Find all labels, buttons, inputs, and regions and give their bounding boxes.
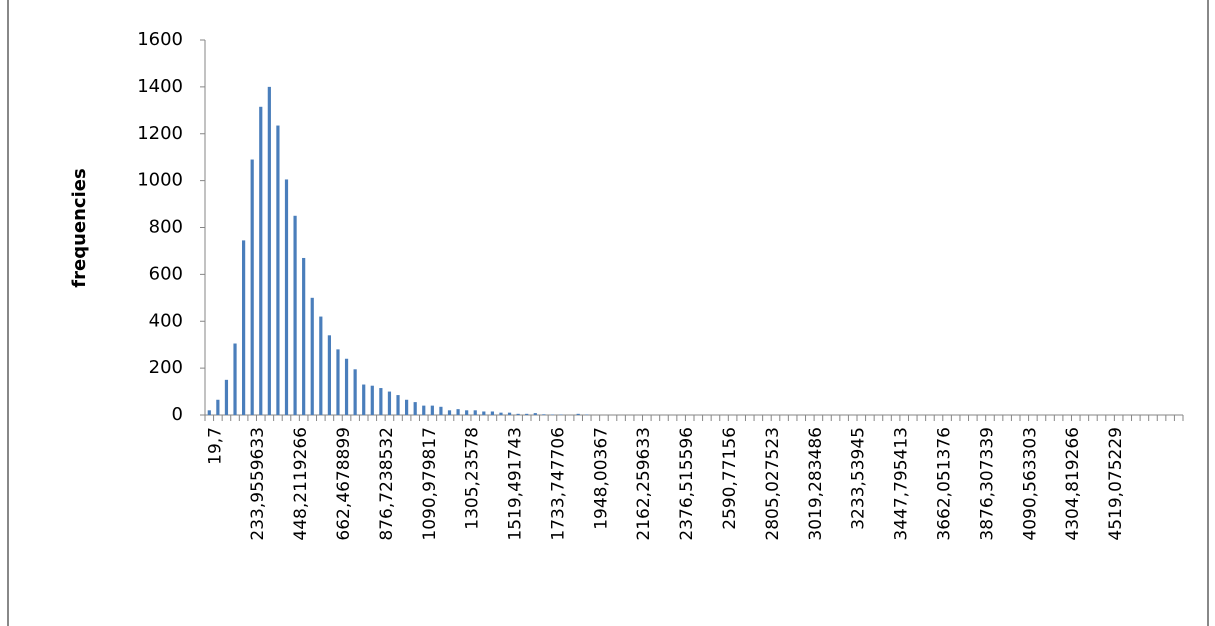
bar (387, 391, 392, 415)
y-axis-label: frequencies (69, 168, 90, 287)
bar (542, 414, 546, 415)
bar (439, 406, 443, 415)
x-tick-label: 448,2119266 (291, 427, 311, 541)
x-tick-label: 662,4678899 (334, 427, 354, 541)
y-tick-label: 1400 (137, 76, 183, 97)
bar (216, 399, 220, 415)
x-tick-label: 2590,77156 (720, 427, 740, 530)
bar (276, 125, 280, 415)
bar (250, 159, 254, 415)
bar (302, 257, 306, 415)
bar (482, 411, 486, 415)
x-tick-label: 4090,563303 (1020, 427, 1040, 541)
bar (516, 413, 520, 415)
x-tick-label: 1305,23578 (463, 427, 483, 530)
x-tick-label: 1090,979817 (420, 427, 440, 541)
x-tick-label: 3019,283486 (806, 427, 826, 541)
x-tick-label: 1519,491743 (506, 427, 526, 541)
x-tick-label: 3233,53945 (849, 427, 869, 530)
x-tick-label: 1948,00367 (591, 427, 611, 530)
x-tick-label: 4519,075229 (1106, 427, 1126, 541)
bar (310, 297, 314, 415)
x-tick-label: 3447,795413 (892, 427, 912, 541)
bar (284, 179, 289, 415)
bar (379, 388, 383, 415)
bar (447, 410, 452, 415)
bar (456, 409, 460, 415)
y-tick-label: 1000 (137, 170, 183, 191)
y-tick-label: 1600 (137, 29, 183, 50)
y-tick-label: 1200 (137, 123, 183, 144)
bar (336, 349, 340, 415)
bar (207, 410, 211, 415)
bar (353, 369, 357, 415)
bar (405, 399, 409, 415)
bar (576, 413, 580, 415)
chart-frame (7, 0, 1209, 626)
bar (473, 410, 477, 415)
bar (507, 412, 512, 415)
bar (430, 405, 434, 415)
bar (370, 385, 374, 415)
x-tick-label: 3876,307339 (977, 427, 997, 541)
bar (259, 106, 263, 415)
bar (242, 240, 246, 415)
x-tick-label: 19,7 (205, 427, 225, 465)
x-tick-label: 3662,051376 (935, 427, 955, 541)
bar (344, 358, 349, 415)
bar (413, 402, 417, 415)
y-tick-label: 0 (172, 404, 183, 425)
x-tick-label: 876,7238532 (377, 427, 397, 541)
bar (362, 384, 366, 415)
x-tick-label: 1733,747706 (548, 427, 568, 541)
x-tick-label: 4304,819266 (1063, 427, 1083, 541)
bar (490, 411, 494, 415)
bar (327, 335, 331, 415)
bar (293, 215, 297, 415)
bar (499, 412, 503, 415)
bar (533, 413, 537, 415)
x-tick-label: 2376,515596 (677, 427, 697, 541)
bar (233, 343, 237, 415)
bar (465, 410, 469, 415)
x-tick-label: 2162,259633 (634, 427, 654, 541)
bar (319, 316, 323, 415)
y-tick-label: 400 (149, 310, 183, 331)
bar (224, 379, 229, 415)
y-tick-label: 200 (149, 357, 183, 378)
x-tick-label: 2805,027523 (763, 427, 783, 541)
x-tick-label: 233,9559633 (248, 427, 268, 541)
bar (525, 413, 529, 415)
y-tick-label: 600 (149, 263, 183, 284)
bar (396, 395, 400, 415)
y-tick-label: 800 (149, 217, 183, 238)
bar (422, 405, 426, 415)
bar (267, 86, 271, 415)
